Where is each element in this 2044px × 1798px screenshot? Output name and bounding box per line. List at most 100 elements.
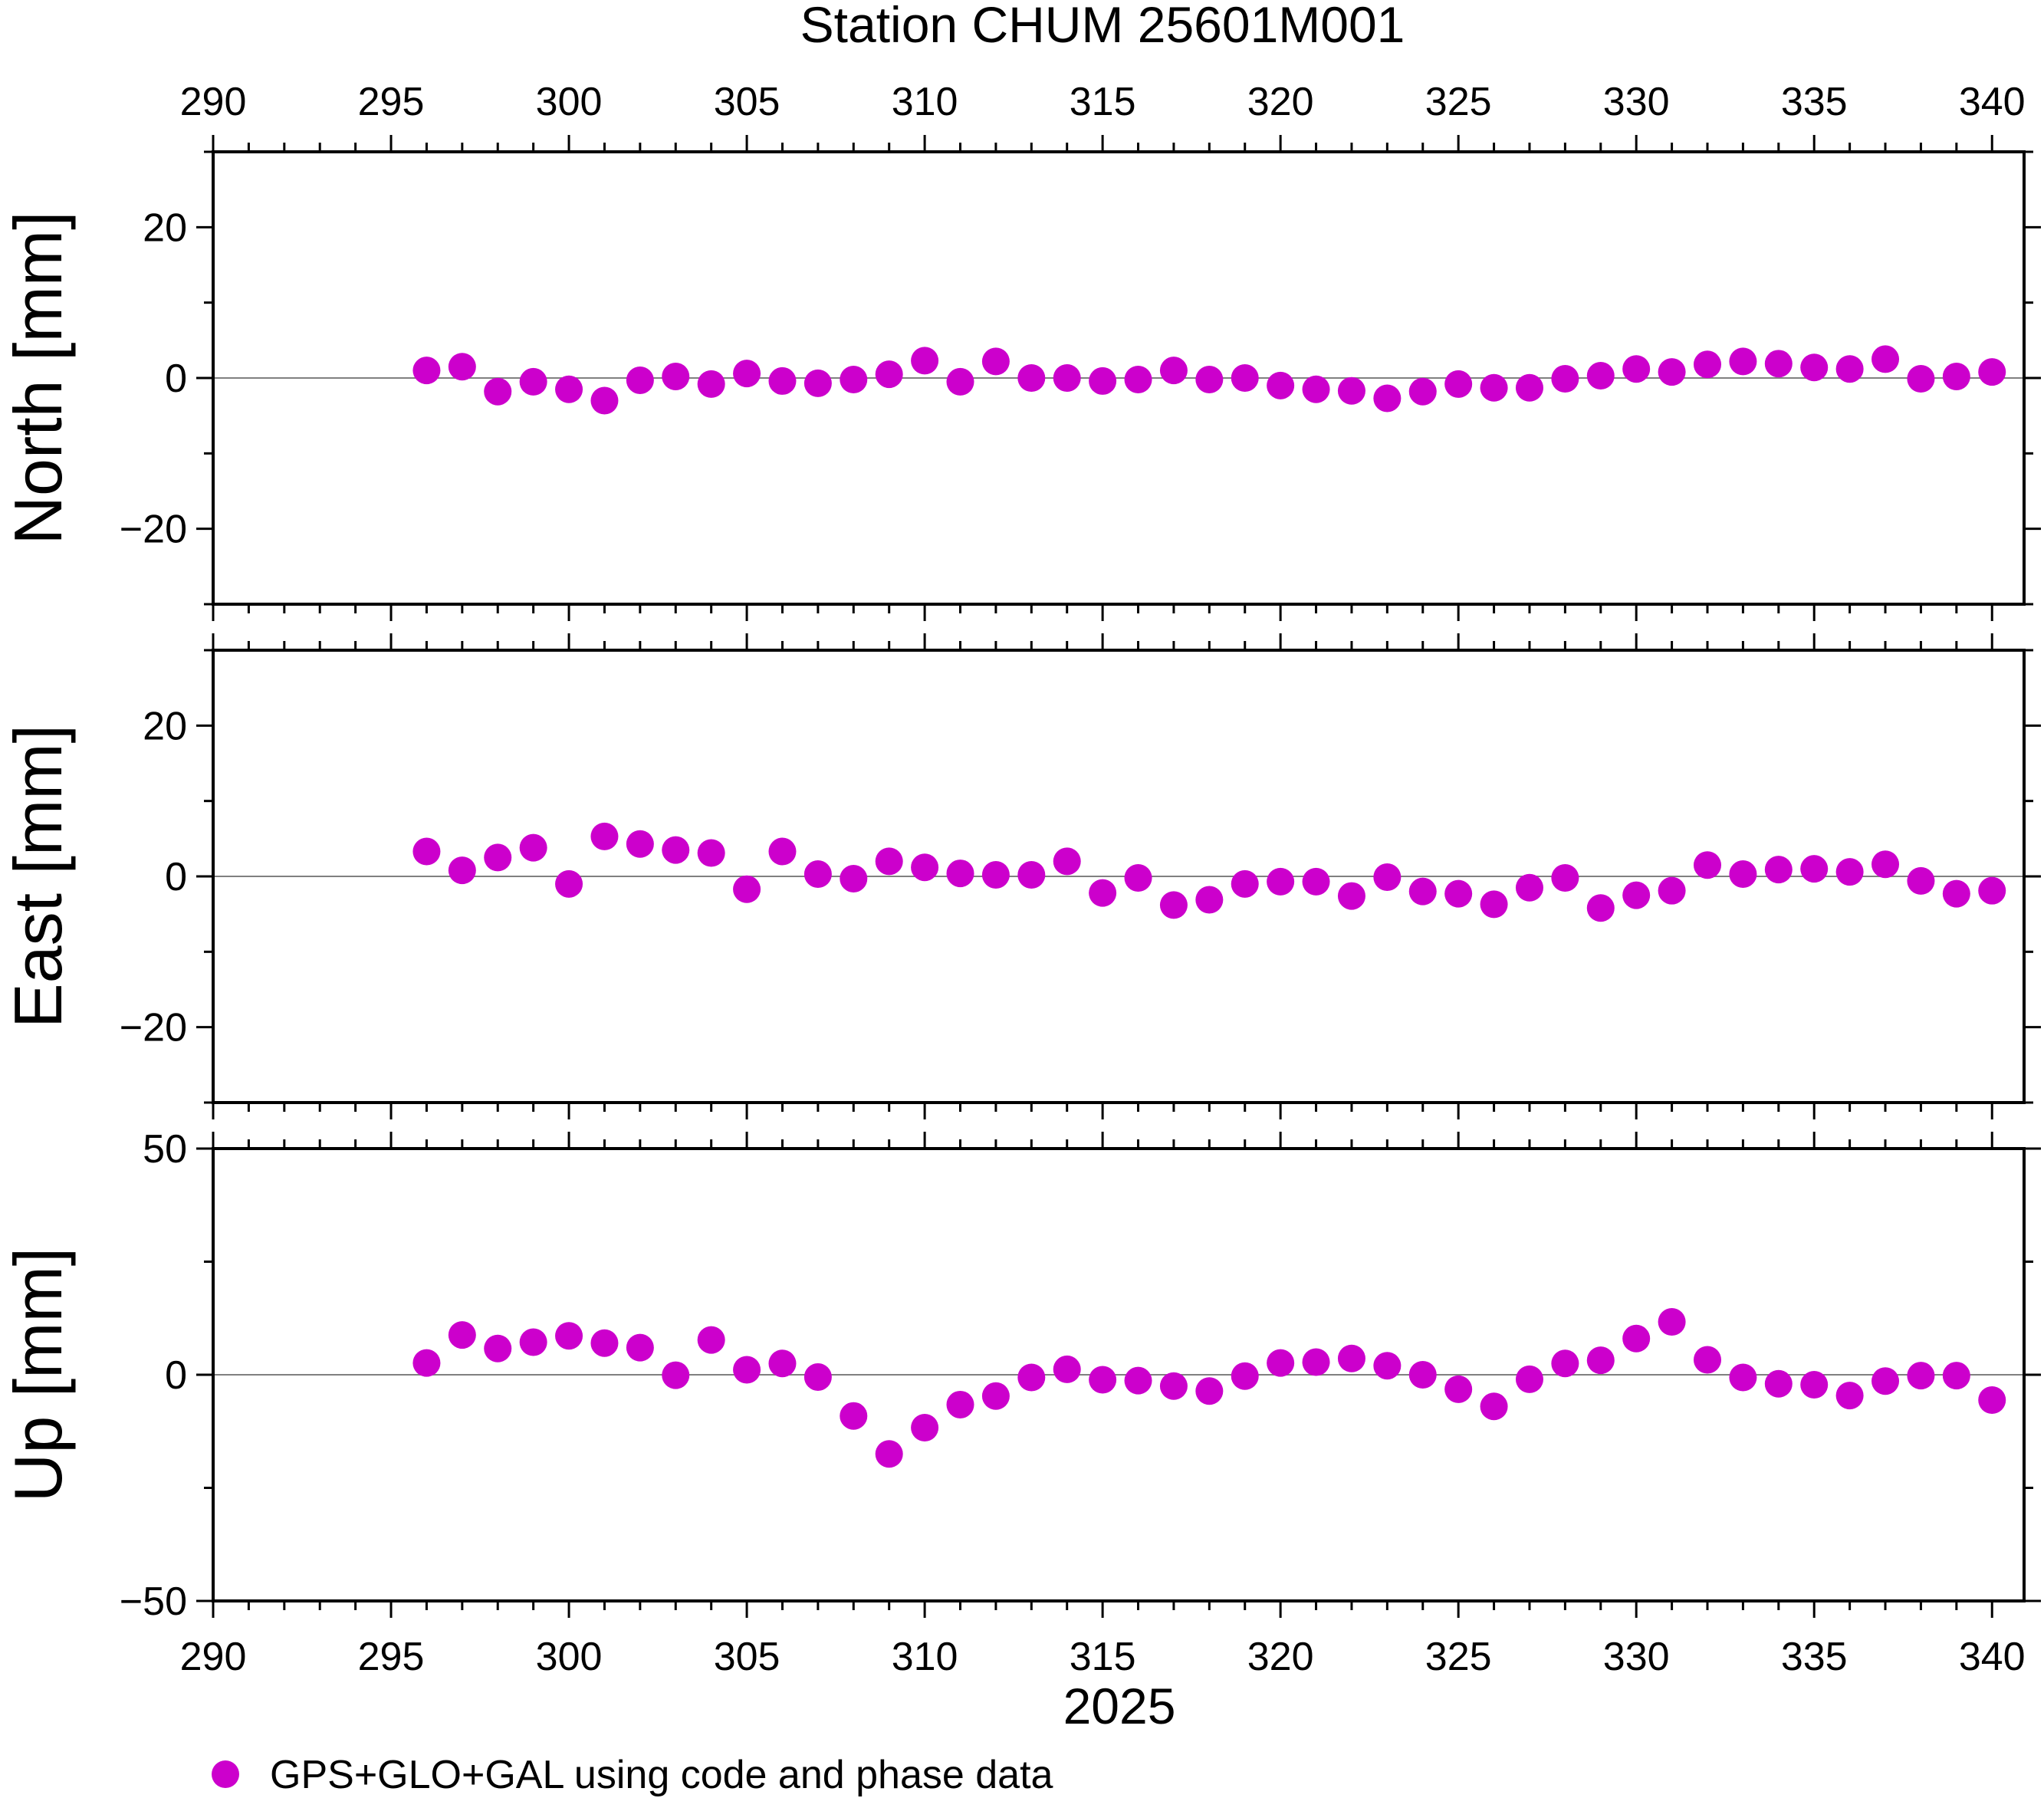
data-point [840,1402,868,1430]
x-tick-label-bottom: 330 [1603,1635,1670,1679]
data-point [1373,863,1402,891]
data-point [1978,358,2006,386]
data-point [875,1440,903,1468]
data-point [626,830,654,858]
data-point [768,367,797,395]
y-axis-label: East [mm] [0,725,76,1028]
data-point [1089,1366,1117,1394]
data-point [1408,1361,1437,1389]
x-tick-label-bottom: 290 [180,1635,247,1679]
data-point [1693,851,1721,879]
data-point [1302,375,1330,403]
data-point [875,360,903,389]
data-point [946,1390,974,1418]
y-tick-label: 50 [143,1127,187,1172]
data-point [733,360,761,388]
data-point [1302,1348,1330,1376]
data-point [1693,1346,1721,1374]
data-point [1551,1349,1579,1378]
data-point [946,860,974,888]
data-point [1586,1346,1615,1375]
data-point [626,1333,654,1362]
data-point [1124,1366,1152,1395]
data-point [1871,850,1900,879]
y-tick-label: 20 [143,704,187,748]
data-point [1515,873,1543,902]
data-point [1089,879,1117,907]
data-point [1800,1370,1829,1399]
data-point [697,370,725,398]
data-point [1586,894,1615,922]
y-tick-label: 0 [165,357,187,401]
x-tick-label-bottom: 310 [892,1635,958,1679]
data-point [1835,1382,1864,1410]
data-point [1444,1375,1473,1403]
data-point [981,1382,1010,1410]
data-point [1231,1362,1259,1390]
x-tick-label-top: 330 [1603,80,1670,124]
data-point [1195,365,1224,393]
data-point [1267,371,1295,399]
legend-label: GPS+GLO+GAL using code and phase data [270,1753,1053,1797]
data-point [803,860,832,889]
data-point [1124,863,1152,892]
data-point [1764,350,1793,378]
x-tick-label-top: 300 [536,80,603,124]
data-point [448,353,476,381]
data-point [1337,376,1365,405]
data-point [626,366,654,394]
data-point [590,822,619,850]
data-point [484,843,512,872]
data-point [1800,855,1829,883]
data-point [1089,367,1117,395]
data-point [1480,373,1508,402]
data-point [448,856,476,885]
data-point [1551,863,1579,892]
data-point [1017,1363,1046,1392]
data-point [1835,355,1864,383]
data-point [1195,1377,1224,1405]
data-point [697,839,725,867]
data-point [1231,364,1259,392]
data-point [1159,891,1188,919]
data-point [1408,377,1437,406]
x-tick-label-top: 340 [1959,80,2026,124]
data-point [1871,345,1900,373]
x-tick-label-top: 325 [1425,80,1492,124]
x-tick-label-bottom: 340 [1959,1635,2026,1679]
data-point [1373,384,1402,413]
data-point [1764,1369,1793,1398]
data-point [1337,882,1365,910]
data-point [1195,886,1224,914]
data-point [1800,353,1829,382]
data-point [1017,364,1046,392]
data-point [412,357,441,385]
x-tick-label-top: 320 [1247,80,1314,124]
data-point [1871,1367,1900,1395]
x-tick-label-top: 315 [1070,80,1136,124]
data-point [733,1356,761,1384]
data-point [1907,866,1935,895]
data-point [911,853,939,882]
data-point [981,861,1010,889]
data-point [768,837,797,866]
data-point [519,833,547,862]
data-point [697,1326,725,1354]
data-point [1053,847,1081,876]
data-point [1267,867,1295,896]
data-point [1907,364,1935,393]
data-point [946,367,974,396]
data-point [1337,1344,1365,1372]
data-point [1729,1363,1757,1392]
data-point [412,837,441,866]
y-tick-label: 0 [165,855,187,899]
data-point [662,1361,690,1389]
x-tick-label-top: 305 [714,80,780,124]
data-point [1302,867,1330,896]
y-tick-label: −50 [120,1579,187,1624]
data-point [1622,881,1651,909]
data-point [1267,1349,1295,1377]
data-point [840,864,868,892]
data-point [1764,856,1793,884]
data-point [1444,370,1473,398]
